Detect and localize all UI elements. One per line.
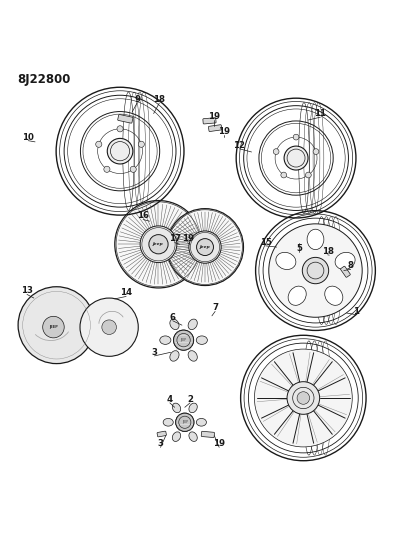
FancyBboxPatch shape <box>201 431 214 438</box>
Text: JEEP: JEEP <box>181 421 187 424</box>
Ellipse shape <box>172 403 180 413</box>
Circle shape <box>130 166 136 172</box>
Text: 16: 16 <box>137 212 149 221</box>
Ellipse shape <box>160 336 171 344</box>
Ellipse shape <box>324 286 342 305</box>
Text: 4: 4 <box>166 395 173 403</box>
Circle shape <box>115 200 202 288</box>
Text: JEEP: JEEP <box>49 325 58 329</box>
Circle shape <box>280 172 286 178</box>
Text: 1: 1 <box>352 306 358 316</box>
Text: 19: 19 <box>207 112 220 122</box>
Circle shape <box>173 330 193 350</box>
Circle shape <box>173 330 193 350</box>
Ellipse shape <box>172 432 180 441</box>
FancyBboxPatch shape <box>208 125 221 132</box>
Text: 12: 12 <box>233 141 245 150</box>
Circle shape <box>18 287 95 364</box>
Circle shape <box>175 413 194 431</box>
Text: Jeep: Jeep <box>199 245 210 249</box>
Text: 9: 9 <box>134 95 140 104</box>
Ellipse shape <box>169 319 179 329</box>
Text: 17: 17 <box>168 235 180 244</box>
Circle shape <box>80 298 138 357</box>
Circle shape <box>104 166 110 172</box>
Ellipse shape <box>163 418 173 426</box>
Circle shape <box>305 172 311 178</box>
Ellipse shape <box>188 351 197 361</box>
Ellipse shape <box>275 252 295 270</box>
Text: 5: 5 <box>296 244 301 253</box>
Circle shape <box>140 226 177 263</box>
Circle shape <box>43 316 64 338</box>
Circle shape <box>102 320 116 335</box>
Circle shape <box>117 126 123 132</box>
Ellipse shape <box>288 286 305 305</box>
Text: 19: 19 <box>181 235 193 244</box>
Circle shape <box>107 139 132 164</box>
Text: 2: 2 <box>187 395 192 403</box>
Text: 11: 11 <box>313 109 326 118</box>
Text: JEEP: JEEP <box>180 338 186 342</box>
Circle shape <box>268 224 361 317</box>
Circle shape <box>312 149 318 155</box>
Text: 19: 19 <box>213 439 225 448</box>
FancyBboxPatch shape <box>202 118 215 124</box>
Circle shape <box>254 349 352 447</box>
FancyBboxPatch shape <box>157 431 166 437</box>
Text: 6: 6 <box>169 312 175 321</box>
Circle shape <box>273 149 278 155</box>
Ellipse shape <box>334 252 354 270</box>
Ellipse shape <box>196 336 207 344</box>
Ellipse shape <box>188 319 197 329</box>
Circle shape <box>292 134 298 140</box>
Circle shape <box>175 413 194 431</box>
Circle shape <box>149 235 168 254</box>
FancyBboxPatch shape <box>340 266 350 277</box>
Text: 8: 8 <box>347 261 353 270</box>
Text: 13: 13 <box>21 286 33 295</box>
Circle shape <box>286 382 319 414</box>
Ellipse shape <box>188 403 197 413</box>
Circle shape <box>96 141 102 147</box>
Text: Jeep: Jeep <box>153 242 164 246</box>
Text: 19: 19 <box>217 127 230 136</box>
Circle shape <box>284 146 307 170</box>
Text: 14: 14 <box>120 288 132 297</box>
Circle shape <box>196 239 213 255</box>
FancyBboxPatch shape <box>117 115 132 123</box>
Ellipse shape <box>196 418 206 426</box>
Text: 8J22800: 8J22800 <box>18 73 71 86</box>
Circle shape <box>166 208 243 286</box>
Text: 3: 3 <box>157 439 163 448</box>
Text: 18: 18 <box>321 247 333 256</box>
Circle shape <box>138 141 144 147</box>
Text: 10: 10 <box>22 133 34 142</box>
Circle shape <box>296 392 309 404</box>
Circle shape <box>188 231 221 263</box>
Text: 15: 15 <box>259 238 271 247</box>
Ellipse shape <box>306 229 323 249</box>
Text: 7: 7 <box>211 303 217 312</box>
Circle shape <box>302 257 328 284</box>
Text: 18: 18 <box>153 95 165 104</box>
Ellipse shape <box>188 432 197 441</box>
Ellipse shape <box>169 351 179 361</box>
Text: 3: 3 <box>151 348 157 357</box>
